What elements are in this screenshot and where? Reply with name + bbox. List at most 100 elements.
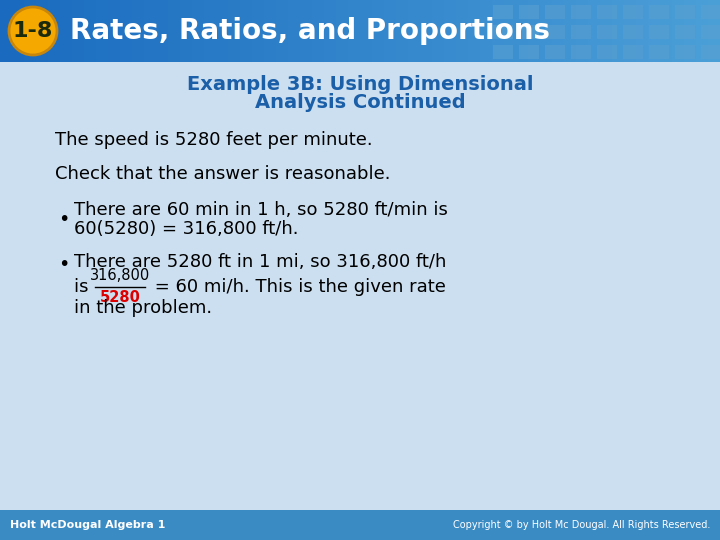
Bar bbox=[96, 0, 109, 62]
Bar bbox=[36, 0, 49, 62]
Bar bbox=[300, 0, 313, 62]
Bar bbox=[597, 45, 617, 59]
Bar bbox=[493, 25, 513, 39]
Bar bbox=[264, 0, 277, 62]
Text: There are 60 min in 1 h, so 5280 ft/min is: There are 60 min in 1 h, so 5280 ft/min … bbox=[74, 201, 448, 219]
Bar bbox=[623, 25, 643, 39]
Bar bbox=[384, 0, 397, 62]
Bar bbox=[571, 45, 591, 59]
Bar bbox=[396, 0, 409, 62]
Bar bbox=[240, 0, 253, 62]
Text: •: • bbox=[58, 210, 69, 229]
Bar bbox=[0, 510, 720, 540]
Bar bbox=[252, 0, 265, 62]
Bar bbox=[519, 5, 539, 19]
Bar bbox=[372, 0, 385, 62]
Bar bbox=[493, 5, 513, 19]
Bar bbox=[216, 0, 229, 62]
Ellipse shape bbox=[9, 7, 57, 55]
Bar bbox=[519, 45, 539, 59]
Bar bbox=[576, 0, 589, 62]
Bar bbox=[120, 0, 133, 62]
Bar bbox=[600, 0, 613, 62]
Text: is: is bbox=[74, 278, 94, 296]
Bar bbox=[597, 5, 617, 19]
Bar bbox=[72, 0, 85, 62]
Bar bbox=[528, 0, 541, 62]
Bar bbox=[493, 45, 513, 59]
Bar bbox=[675, 25, 695, 39]
Text: Copyright © by Holt Mc Dougal. All Rights Reserved.: Copyright © by Holt Mc Dougal. All Right… bbox=[453, 520, 710, 530]
Bar bbox=[324, 0, 337, 62]
Bar bbox=[432, 0, 445, 62]
Text: in the problem.: in the problem. bbox=[74, 299, 212, 317]
Bar bbox=[144, 0, 157, 62]
Text: Analysis Continued: Analysis Continued bbox=[255, 92, 465, 111]
Bar bbox=[545, 45, 565, 59]
Text: Rates, Ratios, and Proportions: Rates, Ratios, and Proportions bbox=[70, 17, 550, 45]
Text: 5280: 5280 bbox=[99, 291, 140, 306]
Bar bbox=[0, 0, 13, 62]
Text: The speed is 5280 feet per minute.: The speed is 5280 feet per minute. bbox=[55, 131, 373, 149]
Bar bbox=[48, 0, 61, 62]
Bar bbox=[660, 0, 673, 62]
Bar bbox=[597, 25, 617, 39]
Bar bbox=[564, 0, 577, 62]
Bar bbox=[492, 0, 505, 62]
Bar bbox=[552, 0, 565, 62]
Bar bbox=[649, 25, 669, 39]
Bar bbox=[649, 5, 669, 19]
Bar bbox=[672, 0, 685, 62]
Bar bbox=[519, 25, 539, 39]
Bar bbox=[623, 45, 643, 59]
Bar bbox=[108, 0, 121, 62]
Text: 1-8: 1-8 bbox=[13, 21, 53, 41]
Bar bbox=[180, 0, 193, 62]
Bar bbox=[480, 0, 493, 62]
Text: There are 5280 ft in 1 mi, so 316,800 ft/h: There are 5280 ft in 1 mi, so 316,800 ft… bbox=[74, 253, 446, 271]
Text: •: • bbox=[58, 255, 69, 274]
Bar bbox=[504, 0, 517, 62]
Bar bbox=[675, 45, 695, 59]
Bar bbox=[24, 0, 37, 62]
Bar bbox=[636, 0, 649, 62]
Bar bbox=[420, 0, 433, 62]
Bar bbox=[204, 0, 217, 62]
Bar bbox=[571, 25, 591, 39]
Bar bbox=[456, 0, 469, 62]
Bar bbox=[684, 0, 697, 62]
Bar bbox=[624, 0, 637, 62]
Text: 60(5280) = 316,800 ft/h.: 60(5280) = 316,800 ft/h. bbox=[74, 220, 299, 238]
Bar bbox=[360, 0, 373, 62]
Bar bbox=[675, 5, 695, 19]
Bar bbox=[228, 0, 241, 62]
Bar bbox=[348, 0, 361, 62]
Bar bbox=[84, 0, 97, 62]
Bar bbox=[12, 0, 25, 62]
Bar bbox=[708, 0, 720, 62]
Text: Check that the answer is reasonable.: Check that the answer is reasonable. bbox=[55, 165, 390, 183]
Bar bbox=[468, 0, 481, 62]
Bar bbox=[696, 0, 709, 62]
Text: Example 3B: Using Dimensional: Example 3B: Using Dimensional bbox=[186, 75, 534, 93]
Bar bbox=[701, 25, 720, 39]
Bar bbox=[588, 0, 601, 62]
Bar bbox=[132, 0, 145, 62]
Bar bbox=[540, 0, 553, 62]
Bar bbox=[648, 0, 661, 62]
Bar bbox=[60, 0, 73, 62]
Bar bbox=[288, 0, 301, 62]
Bar bbox=[168, 0, 181, 62]
Bar bbox=[623, 5, 643, 19]
Bar bbox=[571, 5, 591, 19]
Text: = 60 mi/h. This is the given rate: = 60 mi/h. This is the given rate bbox=[149, 278, 446, 296]
Bar bbox=[516, 0, 529, 62]
Bar bbox=[545, 5, 565, 19]
Bar bbox=[408, 0, 421, 62]
Bar bbox=[545, 25, 565, 39]
Bar bbox=[649, 45, 669, 59]
Bar bbox=[444, 0, 457, 62]
Bar bbox=[276, 0, 289, 62]
Text: 316,800: 316,800 bbox=[90, 268, 150, 284]
Bar bbox=[701, 45, 720, 59]
